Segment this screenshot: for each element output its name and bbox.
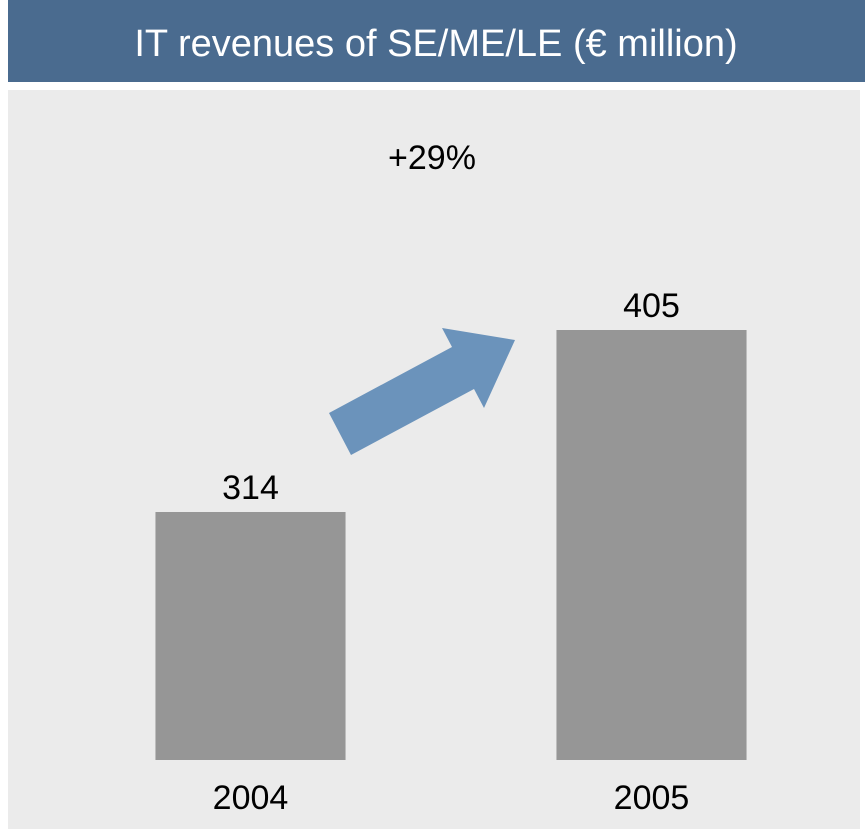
bar xyxy=(556,330,747,760)
growth-arrow xyxy=(329,328,515,455)
bar xyxy=(155,512,346,760)
chart-title: IT revenues of SE/ME/LE (€ million) xyxy=(134,23,737,65)
value-label: 405 xyxy=(623,287,680,325)
value-label: 314 xyxy=(222,469,279,507)
x-tick-label: 2005 xyxy=(614,779,690,817)
annotation: +29% xyxy=(388,139,476,177)
x-tick-label: 2004 xyxy=(213,779,289,817)
title-banner xyxy=(8,0,865,82)
